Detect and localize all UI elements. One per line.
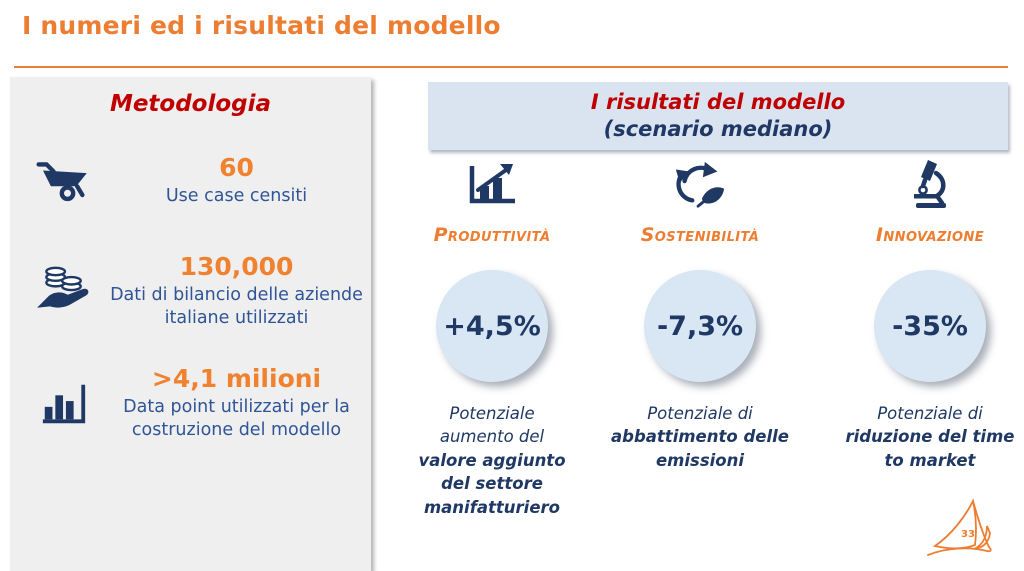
results-header: I risultati del modello (scenario median… — [428, 82, 1008, 150]
productivity-label: Produttività — [433, 224, 551, 246]
result-column-sustainability: Sostenibilità -7,3% Potenziale di abbatt… — [600, 158, 800, 472]
innovation-value: -35% — [892, 310, 968, 342]
productivity-description: Potenziale aumento del valore aggiunto d… — [418, 404, 566, 517]
results-heading-line2: (scenario mediano) — [603, 117, 833, 141]
wheelbarrow-icon — [18, 159, 110, 203]
recycle-leaf-icon — [600, 158, 800, 210]
innovation-label: Innovazione — [875, 224, 985, 246]
sustainability-value: -7,3% — [656, 310, 744, 342]
use-cases-value: 60 — [219, 153, 254, 182]
methodology-panel: Metodologia 60 Use case censiti — [10, 77, 371, 571]
coins-hand-icon — [18, 265, 110, 317]
results-heading-line1: I risultati del modello — [590, 89, 846, 114]
microscope-icon — [830, 158, 1024, 210]
productivity-chart-icon — [392, 158, 592, 210]
innovation-metric-circle: -35% — [874, 270, 986, 382]
use-cases-label: Use case censiti — [165, 186, 308, 206]
page-title: I numeri ed i risultati del modello — [22, 11, 501, 40]
productivity-value: +4,5% — [443, 310, 541, 342]
balance-data-value: 130,000 — [179, 252, 294, 282]
title-divider — [14, 66, 1008, 68]
methodology-heading: Metodologia — [109, 91, 272, 117]
result-column-productivity: Produttività +4,5% Potenziale aumento de… — [392, 158, 592, 519]
method-item-data-points: >4,1 milioni Data point utilizzati per l… — [10, 364, 371, 442]
productivity-metric-circle: +4,5% — [436, 270, 548, 382]
method-item-use-cases: 60 Use case censiti — [10, 153, 371, 208]
balance-data-label: Dati di bilancio delle aziende italiane … — [110, 285, 363, 329]
sustainability-label: Sostenibilità — [640, 224, 760, 246]
data-points-label: Data point utilizzati per la costruzione… — [123, 397, 350, 441]
page-number: 33 — [961, 529, 975, 540]
data-points-value: >4,1 milioni — [151, 364, 322, 394]
innovation-description: Potenziale di riduzione del time to mark… — [845, 404, 1015, 470]
result-column-innovation: Innovazione -35% Potenziale di riduzione… — [830, 158, 1024, 472]
sailboat-logo — [925, 496, 1005, 566]
method-item-balance-data: 130,000 Dati di bilancio delle aziende i… — [10, 252, 371, 330]
sustainability-metric-circle: -7,3% — [644, 270, 756, 382]
sustainability-description: Potenziale di abbattimento delle emissio… — [611, 404, 789, 470]
bar-chart-icon — [18, 380, 110, 426]
